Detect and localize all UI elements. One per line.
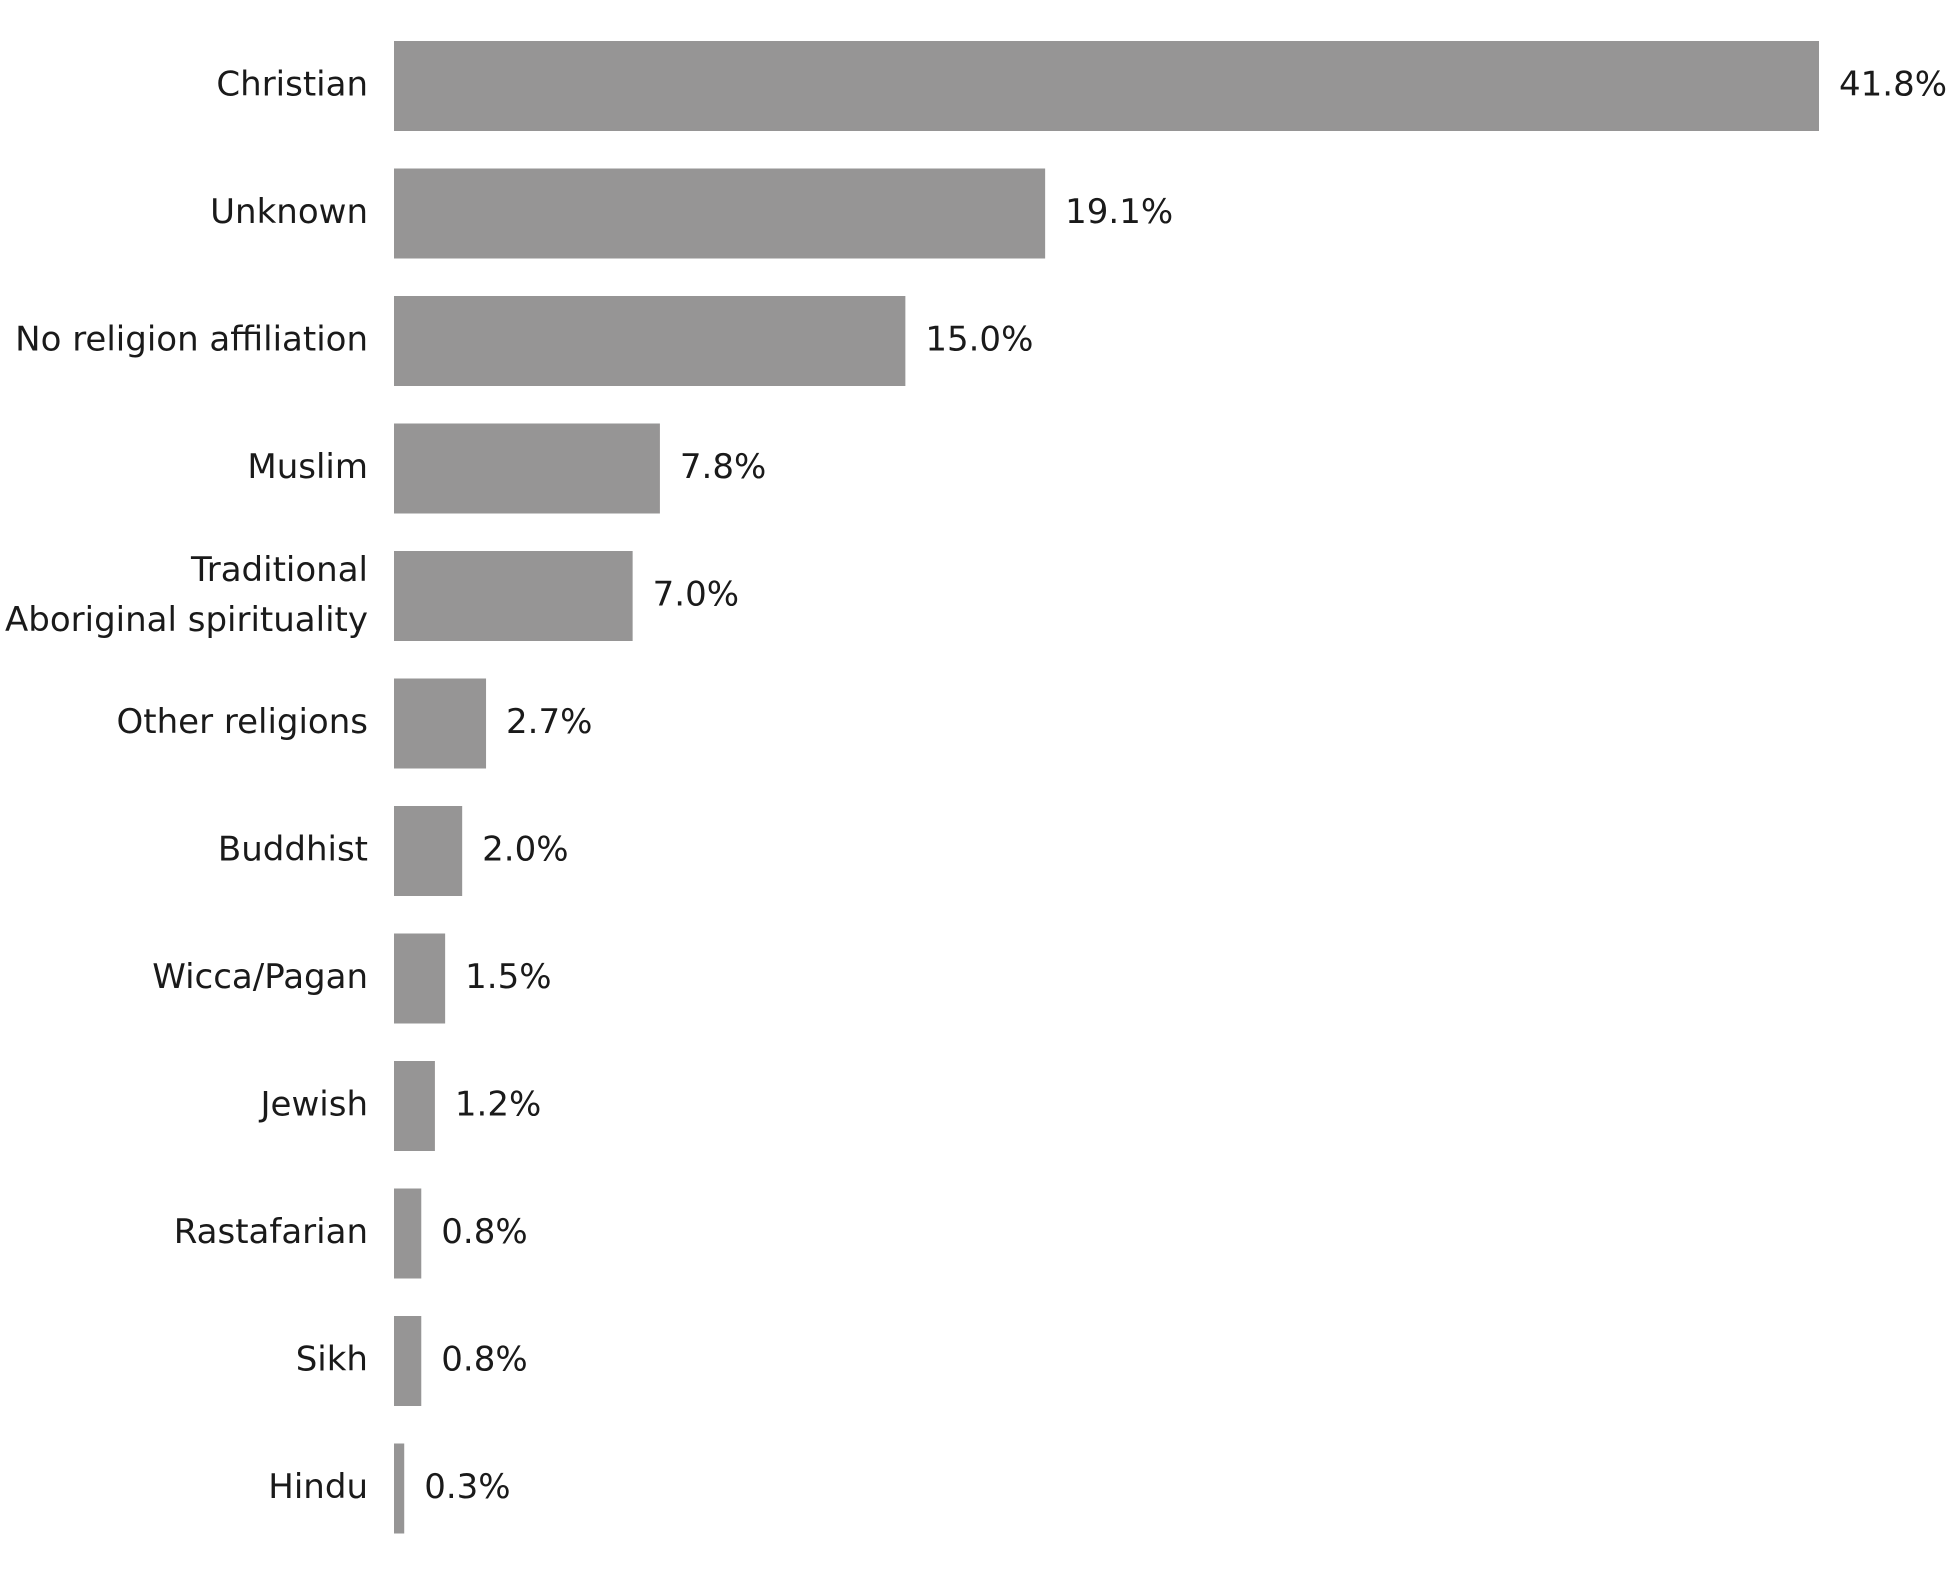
- category-label: Hindu: [268, 1467, 368, 1507]
- value-label: 7.8%: [680, 447, 766, 487]
- category-label: Muslim: [247, 447, 368, 487]
- value-label: 19.1%: [1065, 192, 1173, 232]
- category-label: Unknown: [210, 192, 368, 232]
- value-label: 15.0%: [925, 320, 1033, 360]
- bar: [394, 678, 487, 769]
- category-label: No religion affiliation: [15, 320, 368, 360]
- category-label: Jewish: [259, 1085, 368, 1125]
- category-label: Buddhist: [218, 830, 368, 870]
- category-label: Sikh: [296, 1340, 368, 1380]
- bar: [394, 933, 446, 1024]
- value-label: 2.0%: [482, 830, 568, 870]
- bar: [394, 41, 1819, 131]
- value-label: 2.7%: [506, 702, 592, 742]
- bar: [394, 1188, 422, 1279]
- value-label: 1.2%: [455, 1085, 541, 1125]
- category-label: Christian: [216, 65, 368, 105]
- category-label: Rastafarian: [174, 1212, 368, 1252]
- value-label: 1.5%: [465, 957, 551, 997]
- category-label: Wicca/Pagan: [152, 957, 368, 997]
- bar: [394, 168, 1046, 259]
- value-label: 0.3%: [424, 1467, 510, 1507]
- bar: [394, 423, 660, 514]
- bar: [394, 1061, 435, 1151]
- bar: [394, 551, 633, 641]
- bar: [394, 806, 463, 896]
- bar: [394, 1316, 422, 1406]
- value-label: 7.0%: [653, 575, 739, 615]
- bar: [394, 296, 906, 386]
- value-label: 41.8%: [1839, 65, 1947, 105]
- category-label: Other religions: [117, 702, 368, 742]
- value-label: 0.8%: [441, 1340, 527, 1380]
- category-label: Traditional Aboriginal spirituality: [5, 550, 368, 640]
- value-label: 0.8%: [441, 1212, 527, 1252]
- bar: [394, 1443, 405, 1534]
